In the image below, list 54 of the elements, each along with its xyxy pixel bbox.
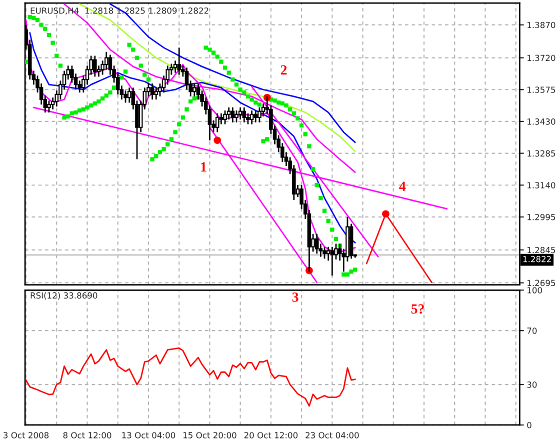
x-tick-label: 15 Oct 20:00	[183, 432, 236, 438]
candlestick	[177, 46, 181, 76]
candlestick	[127, 86, 132, 104]
candlestick	[322, 246, 326, 260]
candlestick	[226, 106, 231, 120]
candlestick	[47, 100, 51, 114]
candlestick	[254, 110, 258, 124]
candlestick	[326, 246, 330, 262]
line-series	[78, 3, 356, 152]
candlestick	[330, 246, 334, 276]
x-tick-label: 13 Oct 04:00	[122, 432, 176, 438]
annotation: 1	[201, 162, 206, 172]
candlestick	[150, 82, 154, 100]
candlestick	[104, 51, 108, 70]
candlestick	[93, 55, 97, 78]
candlestick	[230, 106, 235, 124]
y-tick-label: 70	[527, 328, 537, 334]
y-tick-label: 1.2995	[528, 214, 556, 220]
candlestick	[314, 233, 319, 254]
candlestick	[242, 106, 246, 124]
candlestick	[258, 106, 262, 124]
line-series	[25, 347, 356, 407]
candlestick	[223, 110, 227, 126]
x-tick-label: 23 Oct 04:00	[306, 432, 359, 438]
annotation: 2	[280, 65, 287, 74]
candlestick	[219, 112, 224, 126]
y-tick-label: 1.3285	[528, 150, 556, 157]
annotation: 5?	[411, 304, 424, 314]
y-tick-label: 1.3430	[528, 118, 556, 125]
x-tick-label: 3 Oct 2008	[4, 432, 49, 438]
y-tick-label: 1.3720	[528, 54, 556, 62]
candlestick	[215, 112, 220, 133]
y-tick-label: 1.2695	[528, 280, 556, 286]
annotation: 3	[292, 292, 298, 302]
chart-title: RSI(12) 33.8690	[30, 292, 98, 300]
y-tick-label: 30	[527, 382, 537, 388]
y-tick-label: 0	[527, 422, 532, 428]
candlestick	[124, 90, 128, 104]
candlestick	[154, 86, 158, 100]
point	[382, 210, 390, 218]
y-tick-label: 1.3870	[528, 22, 556, 28]
ref-line-label: 1.2822	[523, 256, 551, 262]
x-tick-label: 20 Oct 12:00	[244, 432, 298, 438]
candlestick	[250, 110, 254, 126]
candlestick	[173, 60, 178, 74]
y-tick-label: 1.3575	[528, 86, 556, 93]
annotation: 4	[399, 182, 406, 191]
y-tick-label: 1.2845	[528, 246, 556, 254]
candlestick	[234, 110, 238, 124]
y-tick-label: 1.3140	[528, 182, 556, 188]
x-tick-label: 8 Oct 12:00	[63, 432, 112, 438]
point	[214, 136, 222, 144]
y-tick-label: 100	[528, 287, 542, 294]
candlestick	[238, 106, 242, 120]
